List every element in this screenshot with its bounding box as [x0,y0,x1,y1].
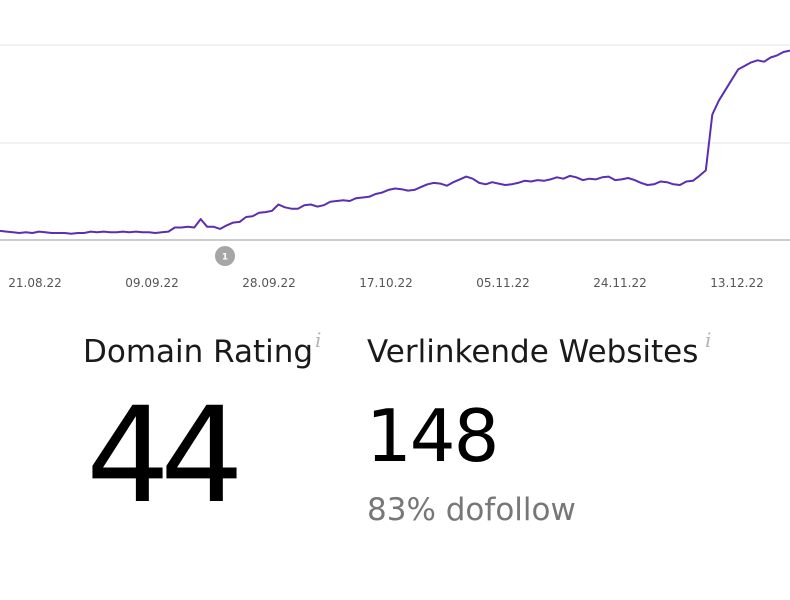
referring-websites-value: 148 [366,394,499,478]
x-tick-label: 13.12.22 [710,276,763,290]
referring-websites-title: Verlinkende Websites [367,334,699,370]
annotation-marker[interactable]: 1 [215,246,235,266]
x-tick-label: 21.08.22 [8,276,61,290]
chart-series [0,49,790,235]
x-tick-label: 05.11.22 [476,276,529,290]
domain-rating-value: 44 [86,379,244,533]
x-tick-label: 24.11.22 [593,276,646,290]
x-tick-label: 09.09.22 [125,276,178,290]
chart-x-ticks: 21.08.22 09.09.22 28.09.22 17.10.22 05.11.22… [8,276,763,290]
annotation-marker-label: 1 [222,253,228,263]
referring-websites-info-icon[interactable]: i [705,328,712,352]
annotation-marker-circle[interactable] [215,246,235,266]
series-line [0,49,790,235]
domain-rating-info-icon[interactable]: i [315,328,322,352]
x-tick-label: 28.09.22 [242,276,295,290]
chart-grid [0,44,790,144]
domain-rating-title: Domain Rating [83,334,314,370]
x-tick-label: 17.10.22 [359,276,412,290]
backlink-growth-chart: 21.08.22 09.09.22 28.09.22 17.10.22 05.11.22… [0,44,790,290]
dofollow-percentage: 83% dofollow [367,492,576,528]
